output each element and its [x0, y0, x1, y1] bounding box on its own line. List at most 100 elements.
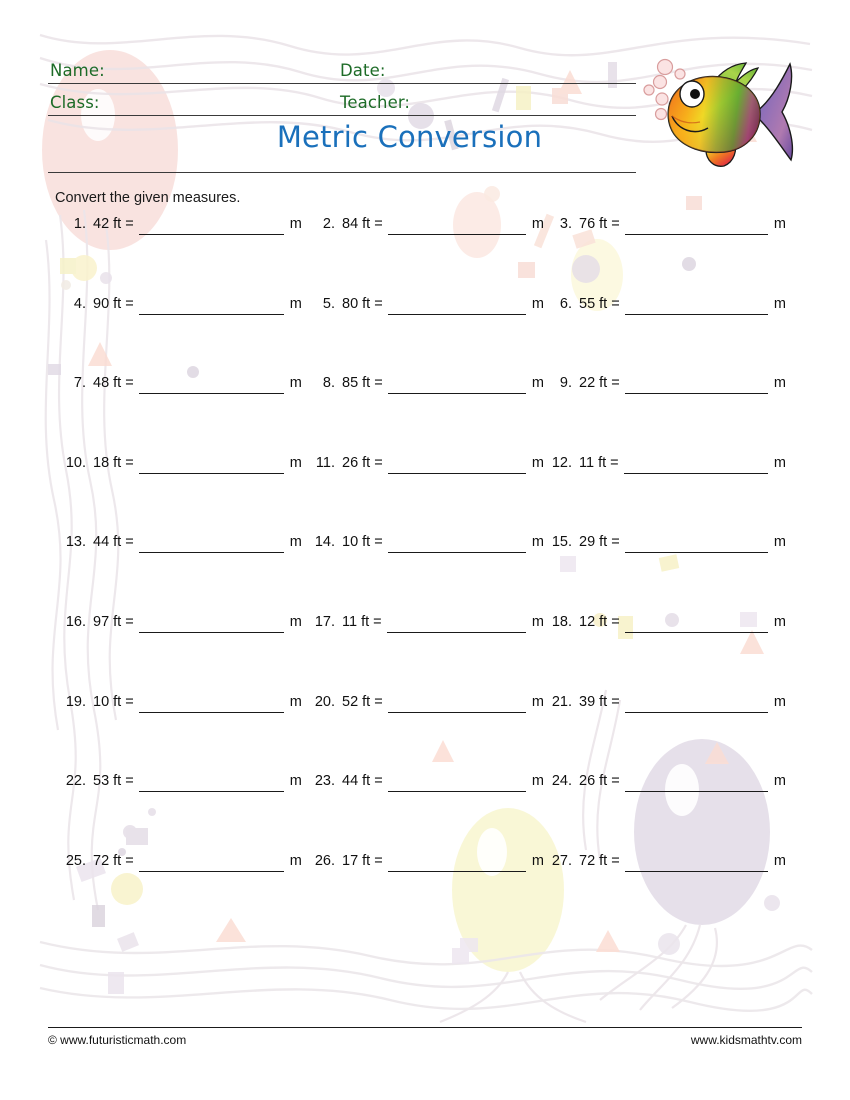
problem-expression: 44 ft = [93, 534, 134, 551]
problem-item: 1. 42 ft = m [50, 214, 307, 294]
problem-number: 11. [315, 454, 335, 471]
problem-number: 12. [551, 454, 572, 471]
problem-expression: 52 ft = [342, 693, 383, 710]
answer-blank[interactable] [387, 851, 526, 872]
answer-blank[interactable] [387, 373, 526, 395]
target-unit-label: m [289, 295, 302, 312]
footer-site: www.kidsmathtv.com [690, 1033, 802, 1047]
problem-item: 15. 29 ft = m [544, 532, 786, 612]
answer-blank[interactable] [624, 851, 768, 872]
problem-number: 22. [65, 773, 86, 790]
target-unit-label: m [289, 693, 302, 710]
problem-expression: 53 ft = [93, 773, 134, 790]
answer-blank[interactable] [387, 532, 526, 554]
answer-blank[interactable] [623, 453, 768, 474]
target-unit-label: m [531, 534, 544, 551]
answer-blank[interactable] [138, 532, 284, 554]
problem-item: 20. 52 ft = m [307, 692, 544, 772]
answer-blank[interactable] [387, 214, 526, 235]
teacher-label: Teacher: [340, 93, 411, 112]
rainbow-fish-icon [643, 58, 794, 167]
target-unit-label: m [773, 454, 786, 471]
answer-blank[interactable] [138, 453, 284, 474]
answer-blank[interactable] [387, 771, 526, 793]
answer-blank[interactable] [138, 214, 284, 235]
answer-blank[interactable] [624, 373, 768, 395]
class-label: Class: [50, 93, 100, 112]
target-unit-label: m [289, 773, 302, 790]
worksheet-header: Name: Date: Class: Teacher: Metric Conve… [48, 52, 636, 173]
problem-row: 4. 90 ft = m 5. 80 ft = m 6. 55 ft = m [50, 294, 786, 374]
target-unit-label: m [531, 693, 544, 710]
problem-number: 18. [551, 613, 572, 630]
problem-expression: 39 ft = [579, 693, 620, 710]
answer-blank[interactable] [624, 692, 768, 713]
problem-number: 15. [551, 534, 572, 551]
target-unit-label: m [531, 773, 544, 790]
problem-item: 3. 76 ft = m [544, 214, 786, 294]
instructions-text: Convert the given measures. [55, 190, 241, 206]
problem-number: 4. [73, 295, 86, 312]
problem-item: 4. 90 ft = m [50, 294, 307, 374]
problem-row: 19. 10 ft = m 20. 52 ft = m 21. 39 ft = m [50, 692, 786, 772]
answer-blank[interactable] [387, 453, 526, 474]
answer-blank[interactable] [624, 532, 768, 554]
problem-item: 25. 72 ft = m [50, 851, 307, 931]
answer-blank[interactable] [624, 214, 768, 235]
answer-blank[interactable] [138, 373, 284, 395]
answer-blank[interactable] [138, 771, 284, 793]
target-unit-label: m [531, 852, 544, 869]
problem-expression: 10 ft = [342, 534, 383, 551]
problem-item: 21. 39 ft = m [544, 692, 786, 772]
problem-number: 9. [559, 375, 572, 392]
name-label: Name: [50, 61, 105, 80]
target-unit-label: m [773, 693, 786, 710]
problem-number: 6. [559, 295, 572, 312]
problem-item: 2. 84 ft = m [307, 214, 544, 294]
problems-grid: 1. 42 ft = m 2. 84 ft = m 3. 76 ft = m 4. 90 ft = m… [50, 214, 786, 930]
problem-number: 8. [322, 375, 335, 392]
problem-expression: 11 ft = [342, 613, 382, 630]
answer-blank[interactable] [138, 294, 284, 315]
problem-item: 12. 11 ft = m [544, 453, 786, 533]
problem-expression: 48 ft = [93, 375, 134, 392]
header-row-name-date: Name: Date: [48, 52, 636, 84]
target-unit-label: m [289, 454, 302, 471]
problem-expression: 12 ft = [579, 613, 620, 630]
problem-row: 1. 42 ft = m 2. 84 ft = m 3. 76 ft = m [50, 214, 786, 294]
problem-item: 16. 97 ft = m [50, 612, 307, 692]
answer-blank[interactable] [387, 692, 526, 713]
target-unit-label: m [773, 534, 786, 551]
problem-item: 11. 26 ft = m [307, 453, 544, 533]
answer-blank[interactable] [386, 612, 526, 633]
problem-row: 16. 97 ft = m 17. 11 ft = m 18. 12 ft = m [50, 612, 786, 692]
problem-item: 23. 44 ft = m [307, 771, 544, 851]
problem-expression: 18 ft = [93, 454, 134, 471]
target-unit-label: m [289, 613, 302, 630]
problem-number: 7. [73, 375, 86, 392]
target-unit-label: m [289, 852, 302, 869]
problem-expression: 10 ft = [93, 693, 134, 710]
answer-blank[interactable] [138, 612, 284, 633]
target-unit-label: m [773, 375, 786, 392]
problem-item: 14. 10 ft = m [307, 532, 544, 612]
target-unit-label: m [289, 216, 302, 232]
target-unit-label: m [289, 375, 302, 392]
problem-expression: 11 ft = [579, 454, 619, 471]
answer-blank[interactable] [624, 294, 768, 315]
problem-item: 19. 10 ft = m [50, 692, 307, 772]
problem-expression: 72 ft = [579, 852, 620, 869]
problem-item: 24. 26 ft = m [544, 771, 786, 851]
problem-item: 7. 48 ft = m [50, 373, 307, 453]
problem-item: 17. 11 ft = m [307, 612, 544, 692]
answer-blank[interactable] [624, 771, 768, 793]
problem-item: 6. 55 ft = m [544, 294, 786, 374]
target-unit-label: m [773, 216, 786, 232]
target-unit-label: m [531, 216, 544, 232]
answer-blank[interactable] [138, 692, 284, 713]
answer-blank[interactable] [624, 612, 768, 633]
problem-item: 27. 72 ft = m [544, 851, 786, 931]
answer-blank[interactable] [138, 851, 284, 872]
answer-blank[interactable] [387, 294, 526, 315]
date-label: Date: [340, 61, 386, 80]
